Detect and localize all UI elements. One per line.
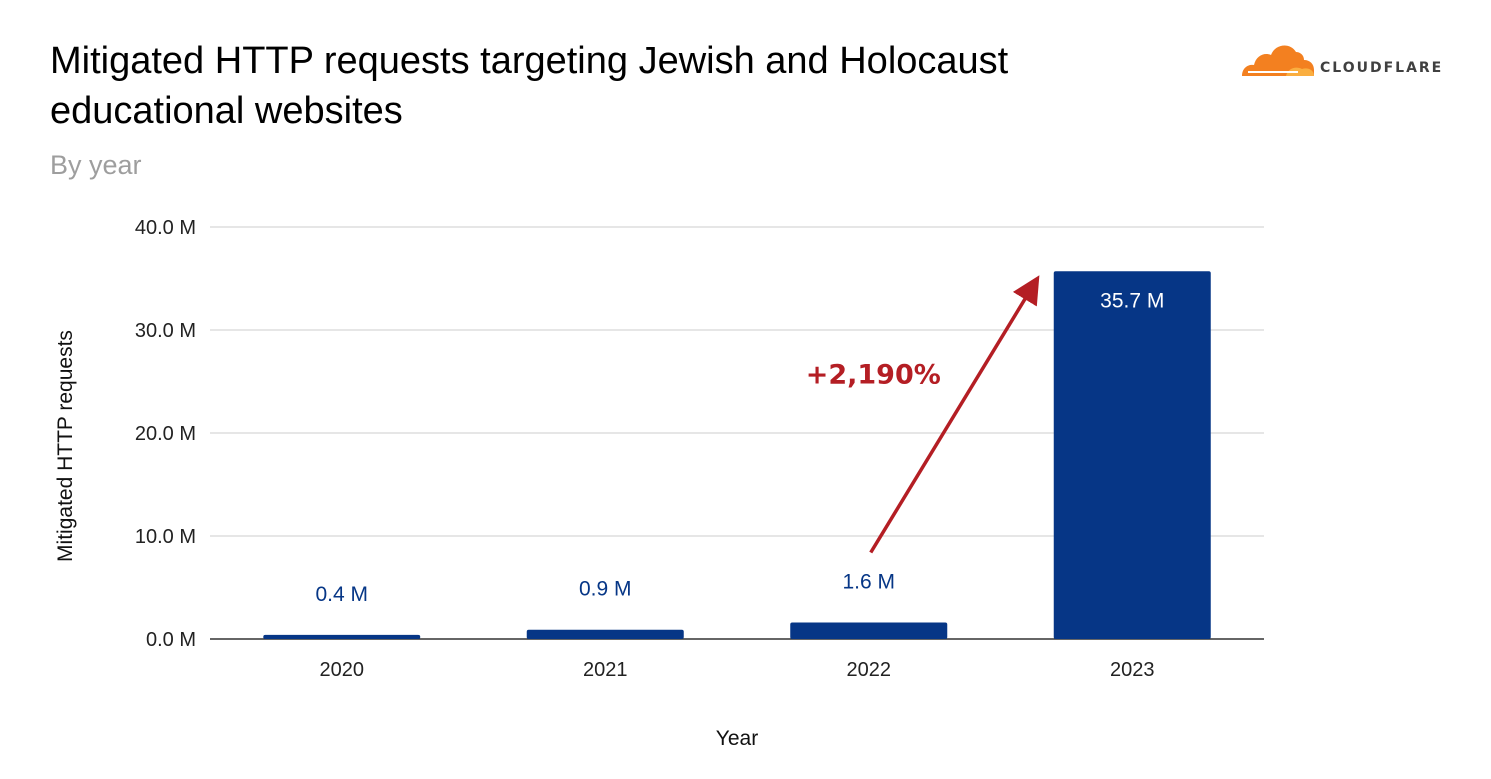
bar-2021 xyxy=(526,629,684,639)
bar-2023 xyxy=(1053,271,1211,639)
chart-title: Mitigated HTTP requests targeting Jewish… xyxy=(50,40,1009,132)
x-tick-label: 2022 xyxy=(847,659,892,681)
logo-text: CLOUDFLARE xyxy=(1320,60,1444,76)
y-tick-label: 30.0 M xyxy=(135,320,196,342)
y-tick-label: 0.0 M xyxy=(146,629,196,651)
x-axis-title: Year xyxy=(716,727,758,750)
data-label: 35.7 M xyxy=(1100,289,1164,312)
y-tick-label: 40.0 M xyxy=(135,217,196,239)
x-tick-label: 2020 xyxy=(320,659,365,681)
growth-arrow xyxy=(869,275,1040,554)
growth-annotation: +2,190% xyxy=(806,359,941,390)
cloud-icon xyxy=(1242,45,1314,76)
bar-2022 xyxy=(790,622,948,639)
chart-subtitle: By year xyxy=(50,150,142,180)
x-tick-label: 2023 xyxy=(1110,659,1155,681)
data-label: 0.9 M xyxy=(579,578,632,601)
y-tick-label: 10.0 M xyxy=(135,526,196,548)
data-label: 0.4 M xyxy=(315,583,368,606)
cloudflare-logo: CLOUDFLARE xyxy=(1238,40,1478,80)
y-tick-label: 20.0 M xyxy=(135,423,196,445)
data-label: 1.6 M xyxy=(842,571,895,594)
x-tick-label: 2021 xyxy=(583,659,628,681)
bar-2020 xyxy=(263,634,421,639)
y-axis-title: Mitigated HTTP requests xyxy=(54,330,77,562)
